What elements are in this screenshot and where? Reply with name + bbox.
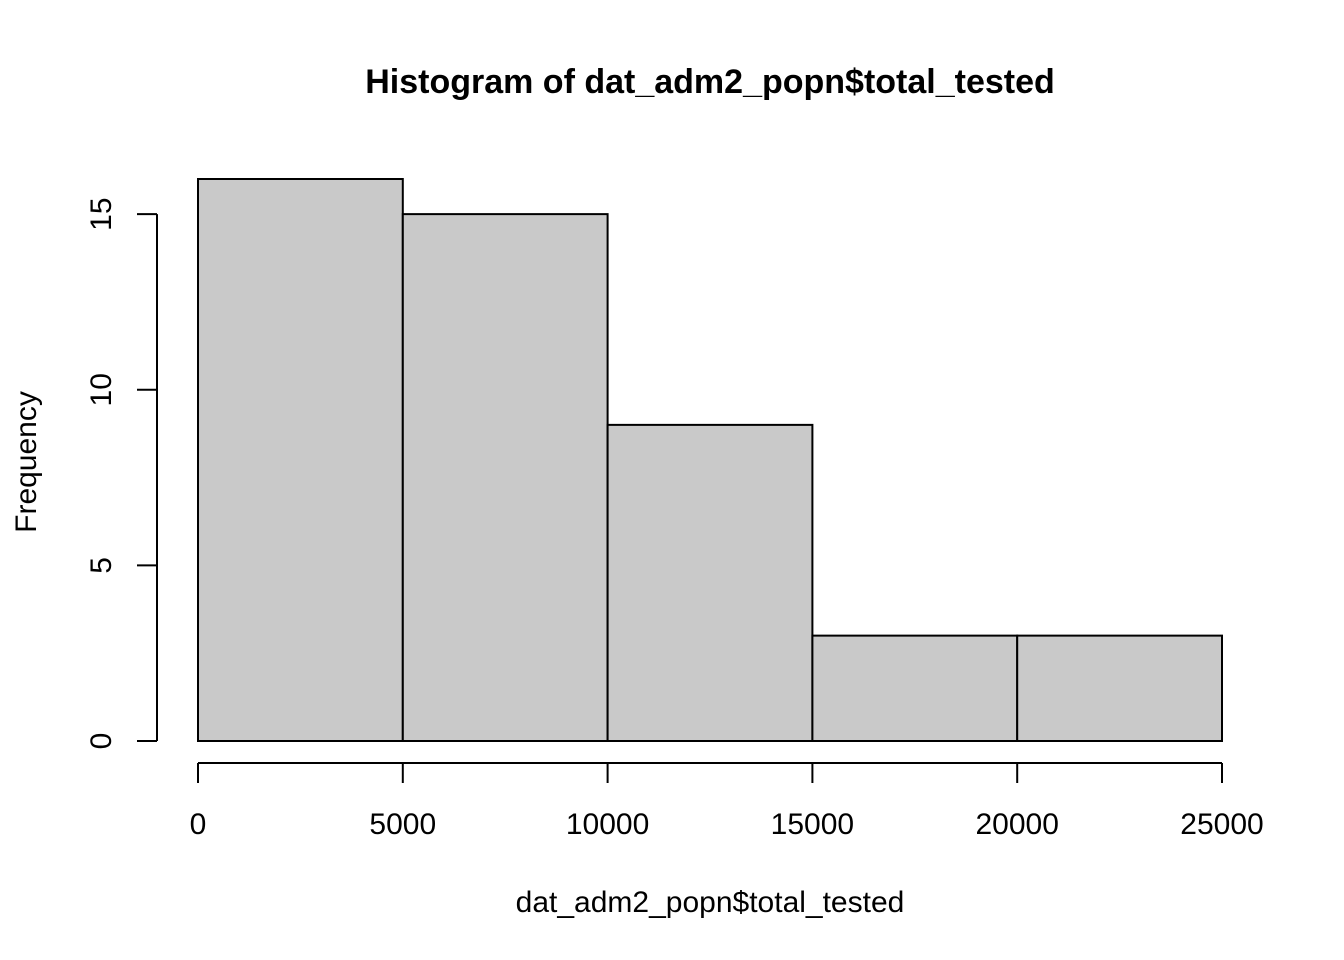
x-tick-label: 5000 [369,808,436,841]
chart-title: Histogram of dat_adm2_popn$total_tested [365,63,1055,101]
x-axis-label: dat_adm2_popn$total_tested [516,886,905,919]
x-tick-label: 20000 [975,808,1058,841]
y-axis: 0 5 10 15 [85,197,158,750]
y-tick-label: 15 [85,197,118,230]
y-tick-label: 5 [85,557,118,574]
x-tick-label: 10000 [566,808,649,841]
histogram-bar [197,178,404,742]
x-axis: 0 5000 10000 15000 20000 25000 [190,762,1264,841]
histogram-bar [1016,634,1224,742]
histogram-bar [606,423,814,742]
y-axis-label: Frequency [10,391,43,533]
y-tick-label: 0 [85,733,118,750]
y-tick-label: 10 [85,373,118,406]
histogram-bar [401,213,609,742]
histogram-bars [197,178,1224,742]
x-tick-label: 15000 [771,808,854,841]
histogram-bar [811,634,1019,742]
x-tick-label: 0 [190,808,207,841]
x-tick-label: 25000 [1180,808,1263,841]
